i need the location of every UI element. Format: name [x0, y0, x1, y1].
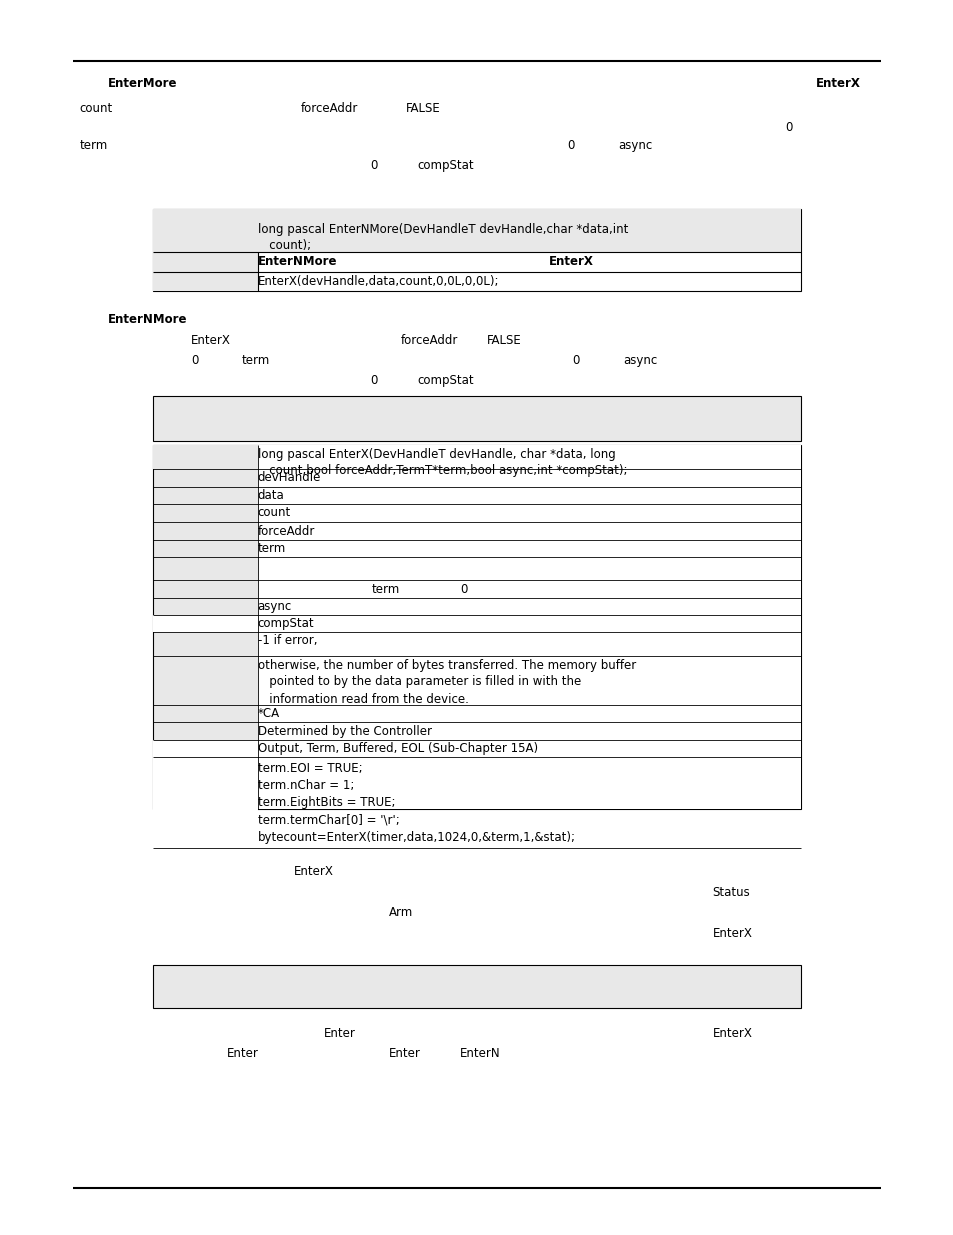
- Text: term: term: [79, 140, 108, 152]
- Text: EnterX(devHandle,data,count,0,0L,0,0L);: EnterX(devHandle,data,count,0,0L,0,0L);: [257, 275, 498, 288]
- Text: count,bool forceAddr,TermT*term,bool async,int *compStat);: count,bool forceAddr,TermT*term,bool asy…: [257, 464, 626, 477]
- Text: EnterX: EnterX: [815, 78, 860, 90]
- Text: term.termChar[0] = '\r';: term.termChar[0] = '\r';: [257, 814, 399, 826]
- Bar: [152, 965, 801, 1008]
- Bar: [152, 445, 257, 469]
- Text: FALSE: FALSE: [486, 335, 520, 347]
- Text: term: term: [241, 354, 270, 367]
- Bar: [257, 445, 801, 809]
- Text: 0: 0: [567, 140, 575, 152]
- Text: long pascal EnterX(DevHandleT devHandle, char *data, long: long pascal EnterX(DevHandleT devHandle,…: [257, 448, 615, 461]
- Text: EnterNMore: EnterNMore: [108, 314, 187, 326]
- Text: term.EightBits = TRUE;: term.EightBits = TRUE;: [257, 797, 395, 809]
- Text: Enter: Enter: [227, 1047, 258, 1060]
- Text: -1 if error,: -1 if error,: [257, 635, 316, 647]
- Text: forceAddr: forceAddr: [257, 525, 314, 537]
- Text: bytecount=EnterX(timer,data,1024,0,&term,1,&stat);: bytecount=EnterX(timer,data,1024,0,&term…: [257, 831, 575, 844]
- Text: EnterX: EnterX: [191, 335, 231, 347]
- Text: term: term: [257, 542, 286, 555]
- Text: pointed to by the data parameter is filled in with the: pointed to by the data parameter is fill…: [257, 676, 580, 688]
- Text: 0: 0: [459, 583, 467, 595]
- Text: 0: 0: [370, 374, 377, 387]
- Text: Status: Status: [712, 887, 750, 899]
- Bar: [152, 252, 257, 272]
- Text: forceAddr: forceAddr: [400, 335, 457, 347]
- Text: forceAddr: forceAddr: [300, 103, 357, 115]
- Text: compStat: compStat: [416, 374, 473, 387]
- Bar: [152, 209, 801, 291]
- Text: devHandle: devHandle: [257, 472, 320, 484]
- Text: Arm: Arm: [389, 906, 413, 919]
- Bar: [152, 615, 257, 632]
- Text: async: async: [622, 354, 657, 367]
- Text: compStat: compStat: [257, 618, 314, 630]
- Text: EnterNMore: EnterNMore: [257, 256, 336, 268]
- Text: otherwise, the number of bytes transferred. The memory buffer: otherwise, the number of bytes transferr…: [257, 659, 635, 672]
- Text: 0: 0: [572, 354, 579, 367]
- Text: EnterX: EnterX: [294, 866, 334, 878]
- Text: async: async: [257, 600, 292, 613]
- Text: data: data: [257, 489, 284, 501]
- Text: EnterX: EnterX: [712, 1028, 752, 1040]
- Text: term: term: [372, 583, 400, 595]
- Text: 0: 0: [370, 159, 377, 172]
- Text: long pascal EnterNMore(DevHandleT devHandle,char *data,int: long pascal EnterNMore(DevHandleT devHan…: [257, 224, 627, 236]
- Text: 0: 0: [784, 121, 792, 133]
- Text: Output, Term, Buffered, EOL (Sub-Chapter 15A): Output, Term, Buffered, EOL (Sub-Chapter…: [257, 742, 537, 755]
- Text: *CA: *CA: [257, 708, 279, 720]
- Text: EnterMore: EnterMore: [108, 78, 177, 90]
- Text: Enter: Enter: [324, 1028, 355, 1040]
- Text: FALSE: FALSE: [405, 103, 439, 115]
- Text: EnterN: EnterN: [459, 1047, 500, 1060]
- Bar: [152, 209, 801, 252]
- Text: term.nChar = 1;: term.nChar = 1;: [257, 779, 354, 792]
- Bar: [152, 757, 257, 848]
- Text: count: count: [257, 506, 291, 519]
- Text: term.EOI = TRUE;: term.EOI = TRUE;: [257, 762, 362, 774]
- Text: async: async: [618, 140, 652, 152]
- Text: information read from the device.: information read from the device.: [257, 693, 468, 705]
- Bar: [152, 396, 801, 441]
- Text: Enter: Enter: [389, 1047, 420, 1060]
- Text: 0: 0: [191, 354, 198, 367]
- Text: EnterX: EnterX: [548, 256, 593, 268]
- Bar: [152, 272, 257, 291]
- Text: EnterX: EnterX: [712, 927, 752, 940]
- Text: count: count: [79, 103, 112, 115]
- Text: compStat: compStat: [416, 159, 473, 172]
- Bar: [152, 445, 801, 809]
- Text: Determined by the Controller: Determined by the Controller: [257, 725, 431, 737]
- Bar: [152, 740, 257, 757]
- Text: count);: count);: [257, 240, 311, 252]
